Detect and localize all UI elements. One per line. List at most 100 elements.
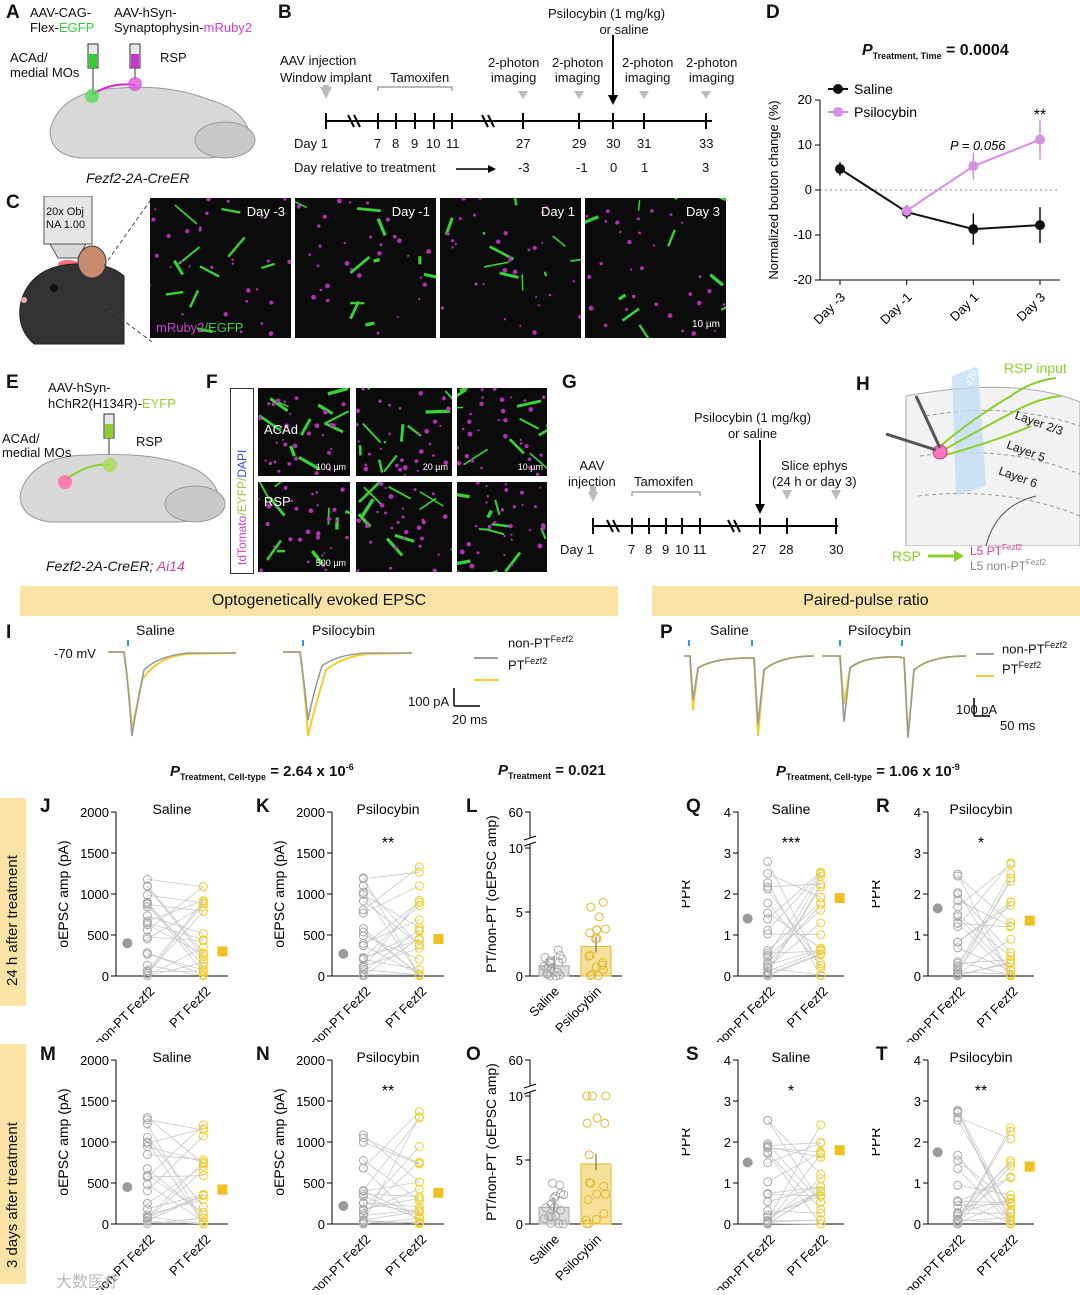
texture-dot bbox=[487, 524, 492, 529]
texture-dot bbox=[378, 482, 384, 486]
significance-stars: *** bbox=[782, 835, 801, 852]
texture-dot bbox=[266, 259, 270, 263]
texture-stroke bbox=[667, 229, 676, 247]
axis-break-mark bbox=[523, 835, 537, 841]
data-point bbox=[556, 1189, 566, 1199]
pair-line bbox=[767, 902, 821, 966]
y-axis-label: Normalized bouton change (%) bbox=[766, 100, 781, 279]
texture-dot bbox=[458, 217, 462, 221]
pair-line bbox=[767, 1190, 821, 1218]
scatter-s: 4 3 2 1 0 PPR Saline * non-PT Fezf2 PT Fezf2 bbox=[682, 1049, 845, 1290]
panel-title: Psilocybin bbox=[949, 1049, 1012, 1065]
day-tick: 9 bbox=[662, 542, 670, 557]
texture-dot bbox=[588, 305, 594, 311]
ppr-psilocybin-label: Psilocybin bbox=[848, 622, 912, 638]
y-tick-label: 1000 bbox=[80, 887, 109, 902]
data-point bbox=[585, 950, 595, 960]
texture-dot bbox=[260, 322, 264, 325]
texture-stroke bbox=[718, 198, 726, 202]
texture-dot bbox=[537, 304, 540, 307]
data-point bbox=[581, 1215, 591, 1225]
pair-line bbox=[147, 903, 204, 912]
point-pt bbox=[1006, 876, 1016, 886]
texture-dot bbox=[379, 243, 383, 247]
texture-dot bbox=[287, 462, 292, 466]
texture-dot bbox=[379, 447, 382, 450]
point-pt bbox=[414, 1192, 424, 1202]
texture-dot bbox=[548, 293, 552, 297]
data-point bbox=[585, 971, 595, 981]
texture-dot bbox=[306, 560, 310, 564]
axis-break-mark bbox=[523, 841, 537, 847]
data-point bbox=[968, 224, 979, 235]
trace-saline-label: Saline bbox=[136, 622, 175, 638]
texture-stroke bbox=[618, 293, 627, 301]
scatter-j: 2000 1500 1000 500 0 oEPSC amp (pA) Saline non-… bbox=[55, 801, 228, 1042]
panel-label-j: J bbox=[40, 796, 51, 817]
panel-label-t: T bbox=[876, 1044, 888, 1065]
pair-line bbox=[363, 1111, 420, 1169]
mean-pt bbox=[433, 1187, 444, 1198]
pair-line bbox=[147, 1193, 204, 1210]
pair-line bbox=[147, 1119, 204, 1131]
vector-2-label: AAV-hSyn- Synaptophysin-mRuby2 bbox=[114, 5, 253, 35]
pair-line bbox=[363, 1181, 420, 1192]
point-pt bbox=[198, 899, 208, 909]
texture-dot bbox=[341, 402, 346, 407]
texture-stroke bbox=[419, 497, 437, 511]
texture-dot bbox=[432, 454, 435, 457]
y-tick-label: 2 bbox=[724, 1135, 731, 1150]
texture-stroke bbox=[457, 388, 468, 398]
texture-stroke bbox=[425, 409, 451, 414]
panel-title: Saline bbox=[772, 801, 811, 817]
texture-dot bbox=[457, 570, 460, 572]
imaging-tile-4: Day 3 10 µm bbox=[585, 198, 726, 338]
texture-stroke bbox=[529, 452, 547, 470]
bar-o: 60 10 5 0 PT/non-PT (oEPSC amp) SalinePsilocy… bbox=[483, 1053, 622, 1284]
y-tick-label: 60 bbox=[509, 1053, 523, 1068]
point-nonpt bbox=[142, 1204, 152, 1214]
scale-bar-label: 20 µm bbox=[422, 462, 448, 472]
panel-label-c: C bbox=[6, 192, 20, 213]
texture-dot bbox=[364, 463, 368, 467]
texture-stroke bbox=[188, 289, 200, 308]
texture-dot bbox=[377, 251, 382, 256]
texture-dot bbox=[188, 265, 191, 268]
scale-bar-label: 100 µm bbox=[315, 462, 346, 472]
texture-stroke bbox=[494, 499, 501, 516]
legend-nonpt: non-PTFezf2 bbox=[508, 634, 574, 651]
stat-l: PTreatment = 0.021 bbox=[498, 762, 606, 781]
y-tick-label: 1500 bbox=[296, 1094, 325, 1109]
pair-line bbox=[363, 1188, 420, 1212]
texture-dot bbox=[508, 523, 513, 529]
point-pt bbox=[414, 1206, 424, 1216]
point-pt bbox=[1006, 1173, 1016, 1183]
point-pt bbox=[198, 1120, 208, 1130]
relative-day: 3 bbox=[702, 160, 710, 175]
texture-dot bbox=[388, 566, 393, 570]
drug-label-b: Psilocybin (1 mg/kg) or saline bbox=[548, 6, 666, 37]
axis-break-mark bbox=[523, 1083, 537, 1089]
x-label-nonpt: non-PT Fezf2 bbox=[308, 1232, 374, 1290]
texture-dot bbox=[528, 465, 533, 470]
panel-label-n: N bbox=[256, 1044, 270, 1065]
significance-stars: ** bbox=[382, 835, 394, 852]
pair-line bbox=[147, 1124, 204, 1178]
p-annotation: P = 0.056 bbox=[950, 138, 1006, 153]
legend-psilocybin: Psilocybin bbox=[854, 104, 917, 120]
texture-dot bbox=[223, 312, 228, 317]
texture-dot bbox=[376, 331, 380, 335]
pair-line bbox=[363, 947, 420, 967]
pair-line bbox=[957, 1218, 1011, 1225]
texture-dot bbox=[284, 423, 289, 429]
texture-stroke bbox=[363, 486, 384, 507]
texture-dot bbox=[482, 283, 485, 286]
data-point bbox=[582, 1219, 592, 1229]
texture-dot bbox=[486, 495, 490, 498]
x-tick-label: Day 1 bbox=[947, 290, 982, 325]
texture-stroke bbox=[373, 257, 381, 263]
texture-dot bbox=[394, 463, 399, 468]
x-label-pt: PT Fezf2 bbox=[382, 984, 429, 1031]
panel-label-s: S bbox=[686, 1044, 699, 1065]
point-pt bbox=[198, 1131, 208, 1141]
